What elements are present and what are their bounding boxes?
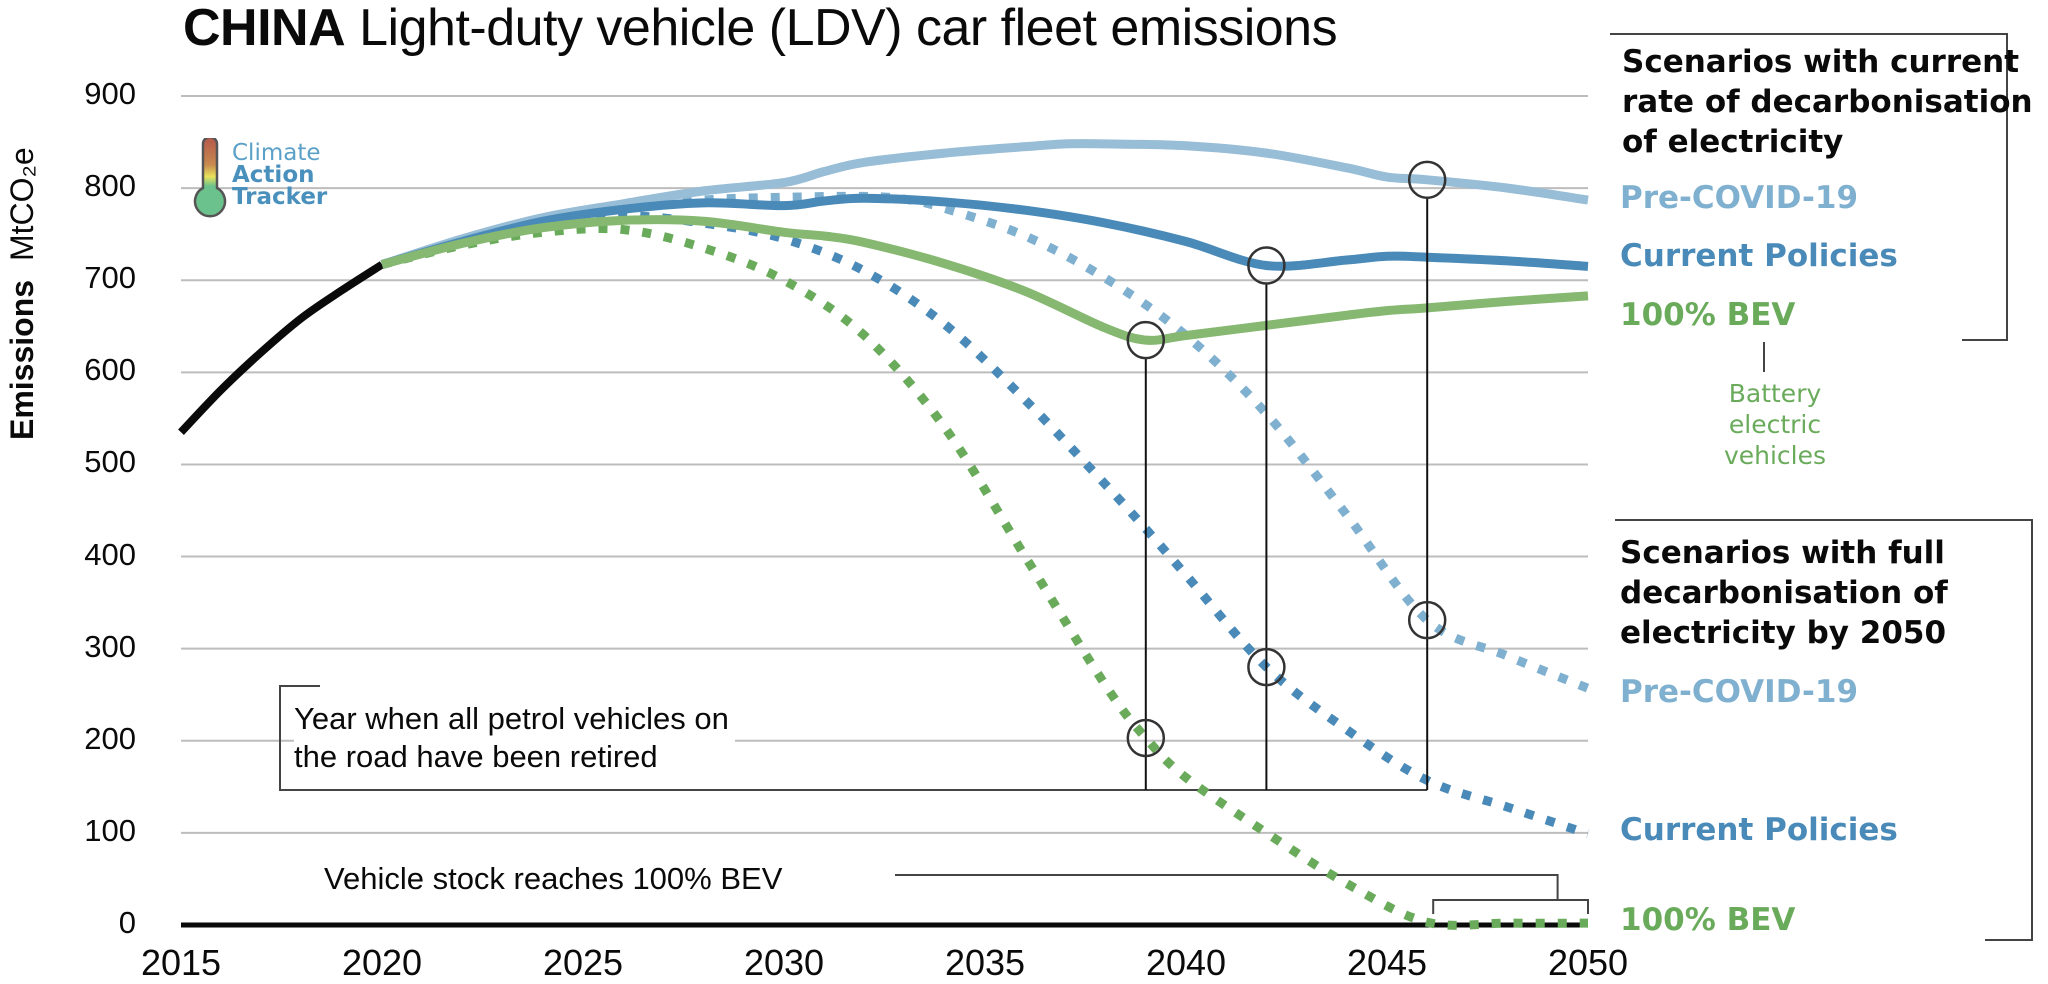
y-tick-label: 800 [84,168,136,204]
x-tick-label: 2035 [944,942,1026,983]
legend-group1-heading: Scenarios with current rate of decarboni… [1622,42,2033,162]
legend-group2-bracket [1615,519,2033,941]
legend-group2-100pct-bev: 100% BEV [1620,902,1796,938]
note-line: vehicles [1723,441,1827,470]
x-tick-label: 2045 [1346,942,1428,983]
annotation-line: Year when all petrol vehicles on [294,701,729,736]
retired-bracket [279,685,1428,791]
chart-title: CHINA Light-duty vehicle (LDV) car fleet… [183,0,1338,57]
heading-line: electricity by 2050 [1620,615,1947,651]
y-tick-label: 100 [84,812,136,848]
note-line: electric [1728,410,1822,439]
heading-line: rate of decarbonisation [1622,84,2033,120]
y-tick-label: 600 [84,352,136,388]
x-tick-label: 2040 [1145,942,1227,983]
marker-circle-top [1247,246,1286,285]
bev-definition-note: Battery electric vehicles [1700,378,1850,471]
logo-line-1: Climate [232,140,321,166]
logo-line-3: Tracker [232,184,328,210]
y-tick-label: 0 [118,905,136,940]
title-text: Light-duty vehicle (LDV) car fleet emiss… [359,0,1338,57]
series-line-current-policies-current-rate-of-decarbonisation [380,193,1589,271]
y-tick-label: 900 [84,76,136,111]
series-line-100-bev-current-rate-of-decarbonisation [380,215,1589,345]
y-tick-label: 500 [84,444,136,480]
annotation-line: the road have been retired [294,739,658,774]
legend-group2-pre-covid: Pre-COVID-19 [1620,674,1859,710]
series-line-pre-covid-19-current-rate-of-decarbonisation [380,139,1589,269]
x-tick-label: 2050 [1547,942,1629,983]
marker-circle-bottom [1126,718,1166,758]
legend-group2-current-policies: Current Policies [1620,812,1898,848]
legend-group2-heading: Scenarios with full decarbonisation of e… [1620,533,1948,653]
series-group [178,139,1590,930]
series-line-pre-covid-19-full-decarbonisation-by-2050 [380,191,1590,693]
climate-action-tracker-logo: Climate Action Tracker [190,138,350,218]
x-tick-label: 2015 [140,942,222,983]
title-country: CHINA [183,0,346,57]
logo-text: Climate Action Tracker [232,140,328,210]
marker-circle-bottom [1407,600,1447,640]
stock-leader [895,874,1559,900]
marker-circle-top [1407,160,1447,200]
heading-line: of electricity [1622,124,1844,160]
legend-group1-100pct-bev: 100% BEV [1620,297,1796,333]
heading-line: Scenarios with current [1622,44,2020,80]
heading-line: Scenarios with full [1620,535,1945,571]
heading-line: decarbonisation of [1620,575,1948,611]
y-tick-label: 400 [84,536,136,572]
note-line: Battery [1728,379,1822,408]
series-line-current-policies-full-decarbonisation-by-2050 [380,211,1590,839]
marker-circle-top [1126,320,1166,360]
marker-circle-bottom [1247,647,1286,687]
thermometer-icon [193,138,227,218]
series-line-historical [178,261,385,435]
x-tick-label: 2025 [542,942,624,983]
stock-annotation: Vehicle stock reaches 100% BEV [324,861,783,896]
series-line-100-bev-full-decarbonisation-by-2050 [380,224,1589,930]
gridlines [181,95,1588,834]
stock-range-bracket [1432,899,1589,914]
x-tick-label: 2020 [341,942,423,983]
annotation-brackets [279,33,2033,941]
x-tick-label: 2030 [743,942,825,983]
legend-group1-bracket [1610,33,2008,341]
legend-group1-current-policies: Current Policies [1620,238,1898,274]
y-tick-label: 200 [84,720,136,756]
y-tick-label: 700 [84,260,136,296]
marker-group [1126,160,1447,790]
retired-annotation: Year when all petrol vehicles on the roa… [294,700,735,776]
y-tick-label: 300 [84,628,136,664]
legend-group1-pre-covid: Pre-COVID-19 [1620,180,1859,216]
logo-line-2: Action [232,162,315,188]
